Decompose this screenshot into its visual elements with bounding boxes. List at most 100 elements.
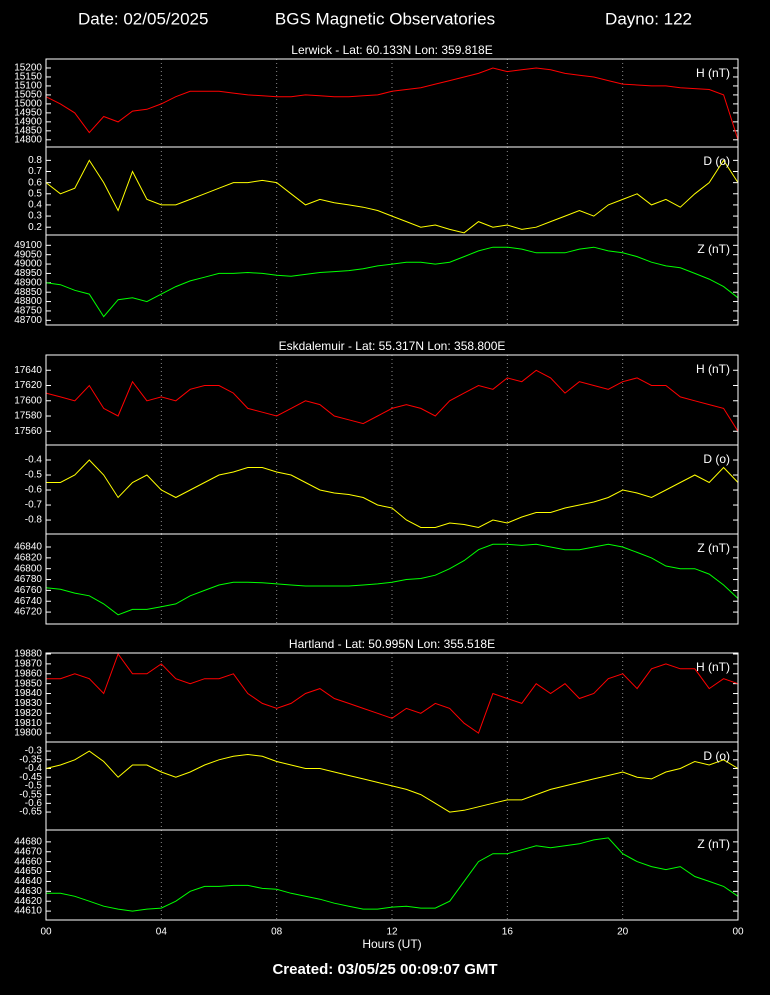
y-tick-label: 19830 xyxy=(14,698,42,709)
y-tick-label: 46800 xyxy=(14,563,42,574)
y-tick-label: 48950 xyxy=(14,268,42,279)
y-tick-label: 19850 xyxy=(14,678,42,689)
y-tick-label: 0.8 xyxy=(28,155,42,166)
y-tick-label: 15150 xyxy=(14,72,42,83)
series-line xyxy=(45,67,739,140)
y-tick-label: 17580 xyxy=(14,411,42,422)
y-tick-label: 44680 xyxy=(14,837,42,848)
y-tick-label: 19870 xyxy=(14,659,42,670)
x-tick-label: 12 xyxy=(386,927,398,938)
legend-label: H (nT) xyxy=(696,362,730,376)
y-tick-label: -0.5 xyxy=(25,470,43,481)
x-axis-label: Hours (UT) xyxy=(362,937,421,951)
y-tick-label: 48700 xyxy=(14,315,42,326)
y-tick-label: 48900 xyxy=(14,277,42,288)
legend-label: H (nT) xyxy=(696,66,730,80)
y-tick-label: 44640 xyxy=(14,876,42,887)
y-tick-label: 17640 xyxy=(14,365,42,376)
y-tick-label: 19810 xyxy=(14,718,42,729)
legend-label: Z (nT) xyxy=(697,837,730,851)
y-tick-label: 44610 xyxy=(14,906,42,917)
y-tick-label: 44670 xyxy=(14,846,42,857)
series-line xyxy=(46,837,739,912)
date: Date: 02/05/2025 xyxy=(78,9,208,28)
y-tick-label: 17560 xyxy=(14,426,42,437)
y-tick-label: 15100 xyxy=(14,81,42,92)
station-title: Lerwick - Lat: 60.133N Lon: 359.818E xyxy=(291,43,492,57)
y-tick-label: 46820 xyxy=(14,552,42,563)
y-tick-label: -0.7 xyxy=(25,500,43,511)
y-tick-label: -0.4 xyxy=(25,763,43,774)
y-tick-label: 15050 xyxy=(14,90,42,101)
y-tick-label: -0.65 xyxy=(19,807,42,818)
station-title: Hartland - Lat: 50.995N Lon: 355.518E xyxy=(289,637,495,651)
y-tick-label: 0.3 xyxy=(28,211,42,222)
legend-label: Z (nT) xyxy=(697,541,730,555)
y-tick-label: 19840 xyxy=(14,688,42,699)
y-tick-label: -0.4 xyxy=(25,455,43,466)
series-line xyxy=(45,750,739,813)
panel-frame xyxy=(45,234,739,326)
page-title: BGS Magnetic Observatories xyxy=(275,9,495,28)
y-tick-label: 49050 xyxy=(14,249,42,260)
y-tick-label: 15000 xyxy=(14,99,42,110)
y-tick-label: -0.8 xyxy=(25,515,43,526)
legend-label: D (o) xyxy=(703,749,730,763)
y-tick-label: 48800 xyxy=(14,296,42,307)
y-tick-label: 44650 xyxy=(14,866,42,877)
footer: Created: 03/05/25 00:09:07 GMT xyxy=(272,961,497,978)
y-tick-label: -0.35 xyxy=(19,754,42,765)
y-tick-label: -0.5 xyxy=(25,781,43,792)
y-tick-label: 19880 xyxy=(14,649,42,660)
series-line xyxy=(46,652,739,734)
y-tick-label: 49000 xyxy=(14,259,42,270)
series-line xyxy=(46,459,739,529)
y-tick-label: 46840 xyxy=(14,542,42,553)
y-tick-label: 46760 xyxy=(14,585,42,596)
y-tick-label: 17620 xyxy=(14,380,42,391)
y-tick-label: -0.45 xyxy=(19,772,42,783)
y-tick-label: -0.55 xyxy=(19,789,42,800)
y-tick-label: 14950 xyxy=(14,108,42,119)
y-tick-label: 17600 xyxy=(14,395,42,406)
x-tick-label: 04 xyxy=(156,927,168,938)
panel-frame xyxy=(45,829,739,921)
legend-label: D (o) xyxy=(703,452,730,466)
y-tick-label: 14900 xyxy=(14,116,42,127)
y-tick-label: 44620 xyxy=(14,896,42,907)
series-line xyxy=(45,543,739,616)
legend-label: Z (nT) xyxy=(697,242,730,256)
y-tick-label: 46740 xyxy=(14,596,42,607)
y-tick-label: 48850 xyxy=(14,287,42,298)
y-tick-label: -0.6 xyxy=(25,485,43,496)
y-tick-label: 14800 xyxy=(14,134,42,145)
y-tick-label: 46780 xyxy=(14,574,42,585)
x-tick-label: 16 xyxy=(502,927,514,938)
y-tick-label: 0.7 xyxy=(28,166,42,177)
y-tick-label: 44630 xyxy=(14,886,42,897)
x-tick-label: 00 xyxy=(732,927,744,938)
y-tick-label: -0.6 xyxy=(25,798,43,809)
y-tick-label: 44660 xyxy=(14,856,42,867)
legend-label: D (o) xyxy=(703,154,730,168)
x-tick-label: 20 xyxy=(617,927,629,938)
y-tick-label: 14850 xyxy=(14,125,42,136)
y-tick-label: 0.5 xyxy=(28,188,42,199)
series-line xyxy=(45,369,739,432)
y-tick-label: 0.2 xyxy=(28,222,42,233)
y-tick-label: 46720 xyxy=(14,607,42,618)
x-tick-label: 08 xyxy=(271,927,283,938)
y-tick-label: 49100 xyxy=(14,240,42,251)
y-tick-label: 0.4 xyxy=(28,200,42,211)
series-line xyxy=(45,159,739,234)
legend-label: H (nT) xyxy=(696,660,730,674)
y-tick-label: 19800 xyxy=(14,728,42,739)
y-tick-label: 0.6 xyxy=(28,177,42,188)
dayno: Dayno: 122 xyxy=(605,9,692,28)
x-tick-label: 00 xyxy=(40,927,52,938)
y-tick-label: 19820 xyxy=(14,708,42,719)
y-tick-label: 15200 xyxy=(14,63,42,74)
y-tick-label: -0.3 xyxy=(25,746,43,757)
